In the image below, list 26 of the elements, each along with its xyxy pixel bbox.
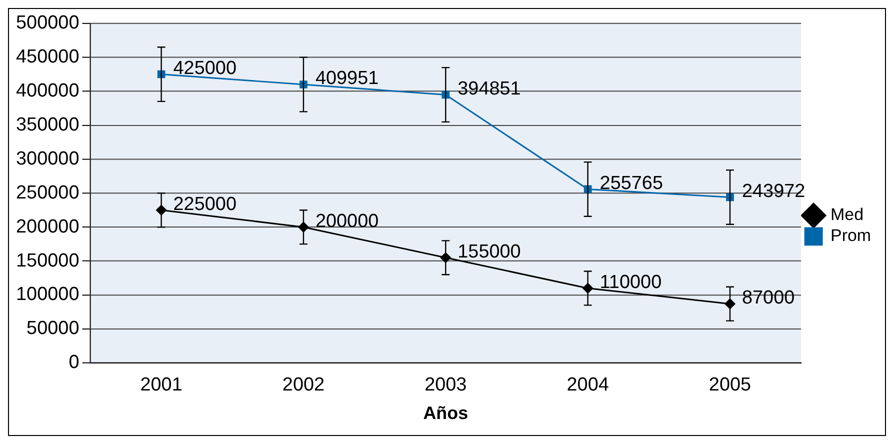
data-label: 225000 [173, 194, 237, 215]
y-tick-label: 100000 [16, 284, 80, 306]
y-tick-label: 450000 [16, 46, 80, 68]
x-tick-label: 2001 [140, 374, 182, 396]
y-tick-label: 350000 [16, 114, 80, 136]
data-label: 155000 [458, 241, 521, 262]
y-tick-label: 400000 [16, 80, 80, 102]
x-axis-title: Años [423, 403, 468, 424]
data-label: 425000 [173, 58, 237, 80]
y-tick-label: 150000 [16, 250, 80, 272]
y-tick-label: 0 [68, 352, 80, 374]
data-label: 200000 [315, 210, 379, 232]
y-tick-label: 200000 [16, 216, 80, 238]
legend-label: Prom [830, 226, 872, 246]
data-label: 255765 [600, 172, 664, 194]
x-tick-label: 2005 [708, 374, 752, 396]
x-tick-label: 2002 [282, 374, 325, 396]
x-tick-label: 2004 [566, 374, 609, 396]
data-label: 110000 [600, 272, 662, 293]
y-tick-label: 500000 [16, 12, 80, 34]
legend-label: Med [830, 205, 864, 224]
y-tick-label: 250000 [16, 182, 80, 204]
x-tick-label: 2003 [424, 374, 467, 396]
y-tick-label: 50000 [26, 318, 80, 340]
data-label: 409951 [315, 68, 379, 90]
y-tick-label: 300000 [16, 148, 80, 170]
